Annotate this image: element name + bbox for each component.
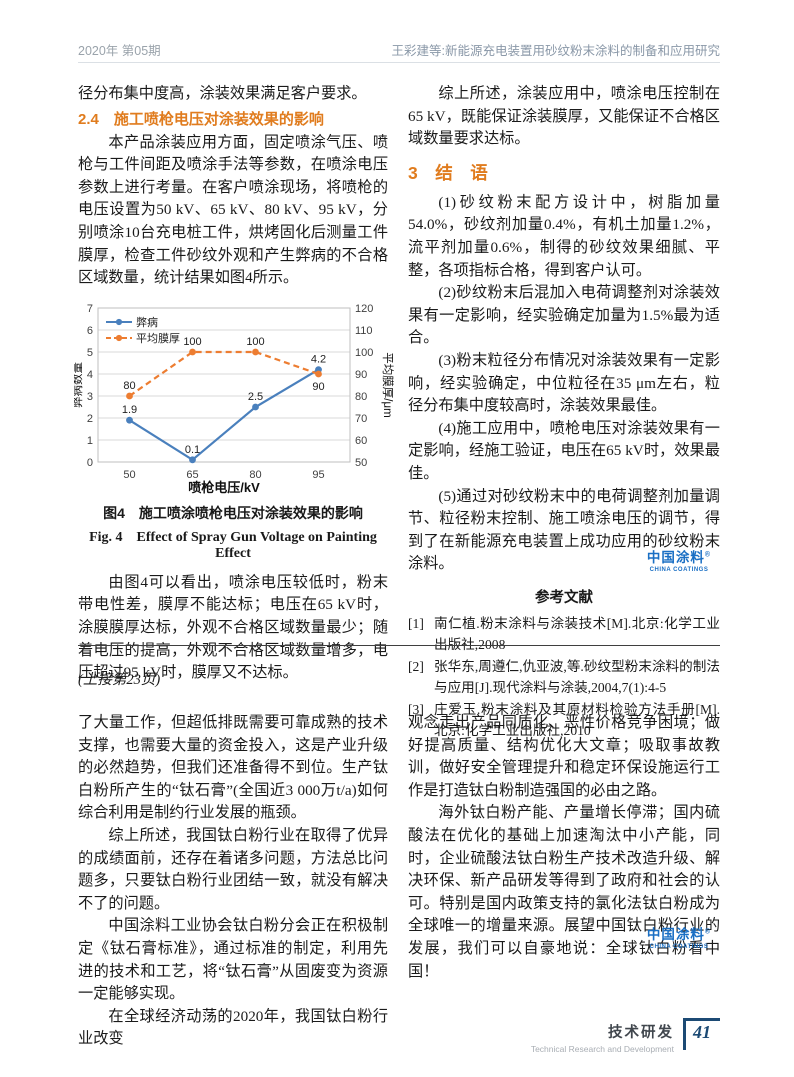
svg-text:4.2: 4.2	[311, 353, 326, 365]
paragraph-titanium-6: 海外钛白粉产能、产量增长停滞；国内硫酸法在优化的基础上加速淘汰中小产能，同时，企…	[408, 804, 720, 980]
svg-text:1: 1	[87, 435, 93, 447]
figure4-chart-svg: 0 1 2 3 4 5 6 7 50 60 70 80 90 100 110 120 50 65 80 95 1.9 0.…	[70, 303, 394, 495]
svg-text:50: 50	[355, 457, 367, 469]
svg-text:2.5: 2.5	[248, 391, 263, 403]
svg-text:5: 5	[87, 347, 93, 359]
svg-text:0.1: 0.1	[185, 444, 200, 456]
paragraph-titanium-5: 观念走出产品同质化、恶性价格竞争困境；做好提高质量、结构优化大文章；吸取事故教训…	[408, 714, 720, 799]
svg-text:6: 6	[87, 325, 93, 337]
svg-text:4: 4	[87, 369, 93, 381]
svg-text:平均膜厚: 平均膜厚	[136, 332, 180, 345]
references-heading: 参考文献	[535, 589, 593, 606]
paragraph-titanium-1: 了大量工作，但超低排既需要可靠成熟的技术支撑，也需要大量的资金投入，这是产业升级…	[78, 714, 388, 822]
paragraph-summary-65kv: 综上所述，涂装应用中，喷涂电压控制在65 kV，既能保证涂装膜厚，又能保证不合格…	[408, 85, 720, 148]
page-number: 41	[683, 1018, 720, 1050]
footer-section: 技术研发 Technical Research and Development	[531, 1018, 674, 1054]
svg-text:65: 65	[186, 469, 198, 481]
footer-section-en: Technical Research and Development	[530, 1044, 674, 1054]
page-footer: 技术研发 Technical Research and Development …	[531, 1018, 720, 1054]
svg-text:110: 110	[355, 325, 373, 337]
header-issue: 2020年 第05期	[78, 44, 161, 58]
registered-mark: ®	[704, 928, 712, 936]
conclusion-item-2: (2)砂纹粉末后混加入电荷调整剂对涂装效果有一定影响，经实验确定加量为1.5%最…	[408, 284, 720, 347]
svg-text:50: 50	[123, 469, 135, 481]
paragraph-figure4-analysis: 由图4可以看出，喷涂电压较低时，粉末带电性差，膜厚不能达标；电压在65 kV时，…	[78, 573, 388, 682]
reference-text: 南仁植.粉末涂料与涂装技术[M].北京:化学工业出版社,2008	[434, 615, 720, 653]
header-divider	[78, 62, 720, 63]
page-header: 2020年 第05期 王彩建等:新能源充电装置用砂纹粉末涂料的制备和应用研究	[78, 40, 720, 59]
figure4-caption-cn: 图4 施工喷涂喷枪电压对涂装效果的影响	[103, 504, 363, 521]
paragraph-titanium-3: 中国涂料工业协会钛白粉分会正在积极制定《钛石膏标准》，通过标准的制定，利用先进的…	[78, 917, 388, 1003]
reference-label: [2]	[408, 658, 424, 674]
conclusion-item-1: (1)砂纹粉末配方设计中，树脂加量54.0%，砂纹剂加量0.4%，有机土加量1.…	[408, 193, 720, 279]
section-heading-2-4: 2.4 施工喷枪电压对涂装效果的影响	[78, 110, 324, 128]
svg-text:90: 90	[312, 381, 324, 393]
header-running-title: 王彩建等:新能源充电装置用砂纹粉末涂料的制备和应用研究	[391, 44, 720, 58]
svg-text:1.9: 1.9	[122, 404, 137, 416]
reference-item: [3] 庄爱玉.粉末涂料及其原材料检验方法手册[M].北京:化学工业出版社,20…	[408, 699, 720, 742]
reference-text: 张华东,周遵仁,仇亚波,等.砂纹型粉末涂料的制法与应用[J].现代涂料与涂装,2…	[434, 658, 720, 696]
footer-section-cn: 技术研发	[608, 1025, 674, 1041]
paragraph-titanium-4: 在全球经济动荡的2020年，我国钛白粉行业改变	[78, 1007, 388, 1048]
svg-text:弊病: 弊病	[136, 315, 158, 329]
section-separator-line	[78, 645, 720, 646]
china-coatings-logo: 中国涂料® CHINA COATINGS	[644, 551, 714, 573]
svg-text:100: 100	[355, 347, 373, 359]
paragraph-spray-voltage-setup: 本产品涂装应用方面，固定喷涂气压、喷枪与工件间距及喷涂手法等参数，在喷涂电压参数…	[78, 133, 388, 287]
figure4-caption-en: Fig. 4 Effect of Spray Gun Voltage on Pa…	[89, 529, 377, 561]
reference-item: [1] 南仁植.粉末涂料与涂装技术[M].北京:化学工业出版社,2008	[408, 613, 720, 656]
svg-text:120: 120	[355, 303, 373, 315]
article1-left-column: 径分布集中度高，涂装效果满足客户要求。 2.4 施工喷枪电压对涂装效果的影响 本…	[70, 83, 394, 685]
reference-label: [3]	[408, 701, 424, 717]
reference-label: [1]	[408, 615, 424, 631]
logo-text-en: CHINA COATINGS	[649, 943, 709, 950]
svg-text:70: 70	[355, 413, 367, 425]
svg-text:60: 60	[355, 435, 367, 447]
china-coatings-logo: 中国涂料® CHINA COATINGS	[644, 928, 714, 950]
svg-text:平均膜厚/μm: 平均膜厚/μm	[381, 352, 394, 417]
conclusion-item-4: (4)施工应用中，喷枪电压对涂装效果有一定影响，经施工验证，电压在65 kV时，…	[408, 419, 720, 482]
section-heading-conclusion: 3 结 语	[408, 162, 488, 183]
svg-text:80: 80	[355, 391, 367, 403]
article2-left-column: 了大量工作，但超低排既需要可靠成熟的技术支撑，也需要大量的资金投入，这是产业升级…	[78, 712, 388, 1051]
svg-text:3: 3	[87, 391, 93, 403]
article1-right-column: 综上所述，涂装应用中，喷涂电压控制在65 kV，既能保证涂装膜厚，又能保证不合格…	[408, 83, 720, 741]
conclusion-item-5: (5)通过对砂纹粉末中的电荷调整剂加量调节、粒径粉末控制、施工喷涂电压的调节，得…	[408, 487, 720, 573]
svg-text:80: 80	[249, 469, 261, 481]
svg-text:2: 2	[87, 413, 93, 425]
logo-text-cn: 中国涂料®	[646, 927, 712, 942]
article2-right-column: 观念走出产品同质化、恶性价格竞争困境；做好提高质量、结构优化大文章；吸取事故教训…	[408, 712, 720, 983]
svg-text:95: 95	[312, 469, 324, 481]
svg-text:80: 80	[123, 380, 135, 392]
paragraph-continuation: 径分布集中度高，涂装效果满足客户要求。	[78, 85, 367, 102]
continued-from-note: (上接第23页)	[78, 672, 161, 688]
paragraph-titanium-2: 综上所述，我国钛白粉行业在取得了优异的成绩面前，还存在着诸多问题，方法总比问题多…	[78, 826, 388, 912]
svg-text:0: 0	[87, 457, 93, 469]
svg-text:喷枪电压/kV: 喷枪电压/kV	[188, 480, 260, 494]
conclusion-item-3: (3)粉末粒径分布情况对涂装效果有一定影响，经实验确定，中位粒径在35 μm左右…	[408, 351, 720, 415]
logo-text-cn: 中国涂料®	[646, 550, 712, 565]
registered-mark: ®	[704, 551, 712, 559]
svg-text:100: 100	[246, 336, 264, 348]
reference-text: 庄爱玉.粉末涂料及其原材料检验方法手册[M].北京:化学工业出版社,2010	[434, 701, 720, 738]
reference-item: [2] 张华东,周遵仁,仇亚波,等.砂纹型粉末涂料的制法与应用[J].现代涂料与…	[408, 656, 720, 699]
svg-text:90: 90	[355, 369, 367, 381]
svg-text:100: 100	[183, 336, 201, 348]
svg-text:弊病数量: 弊病数量	[74, 362, 84, 408]
svg-text:7: 7	[87, 303, 93, 315]
logo-text-en: CHINA COATINGS	[649, 566, 709, 573]
figure4-line-chart: 0 1 2 3 4 5 6 7 50 60 70 80 90 100 110 120 50 65 80 95 1.9 0.…	[70, 302, 394, 499]
